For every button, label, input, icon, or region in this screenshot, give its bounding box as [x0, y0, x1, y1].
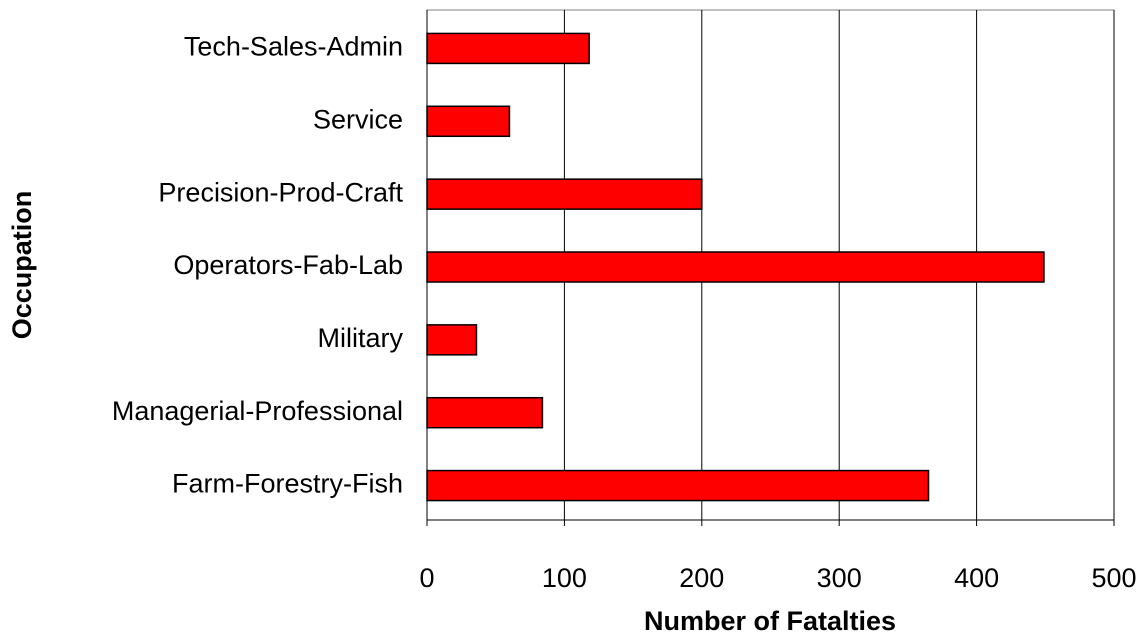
x-axis-title: Number of Fatalties [644, 606, 896, 636]
y-tick-label: Military [318, 323, 404, 353]
y-axis-title: Occupation [7, 191, 37, 340]
x-tick-label: 0 [419, 563, 434, 593]
bar [426, 178, 703, 210]
bar [426, 469, 930, 502]
x-tick-label: 200 [679, 563, 724, 593]
x-tick-label: 500 [1091, 563, 1136, 593]
x-tick-label: 400 [954, 563, 999, 593]
y-tick-label: Precision-Prod-Craft [158, 177, 403, 207]
bar [426, 396, 544, 429]
bar [426, 105, 511, 138]
x-tick-label: 100 [542, 563, 587, 593]
y-tick-label: Tech-Sales-Admin [184, 32, 403, 62]
y-tick-label: Farm-Forestry-Fish [172, 469, 403, 499]
y-tick-label: Managerial-Professional [112, 396, 403, 426]
bar [426, 32, 590, 65]
bar [426, 324, 478, 356]
y-tick-label: Service [313, 104, 403, 134]
bar [426, 251, 1045, 283]
y-tick-label: Operators-Fab-Lab [173, 250, 403, 280]
x-tick-label: 300 [817, 563, 862, 593]
